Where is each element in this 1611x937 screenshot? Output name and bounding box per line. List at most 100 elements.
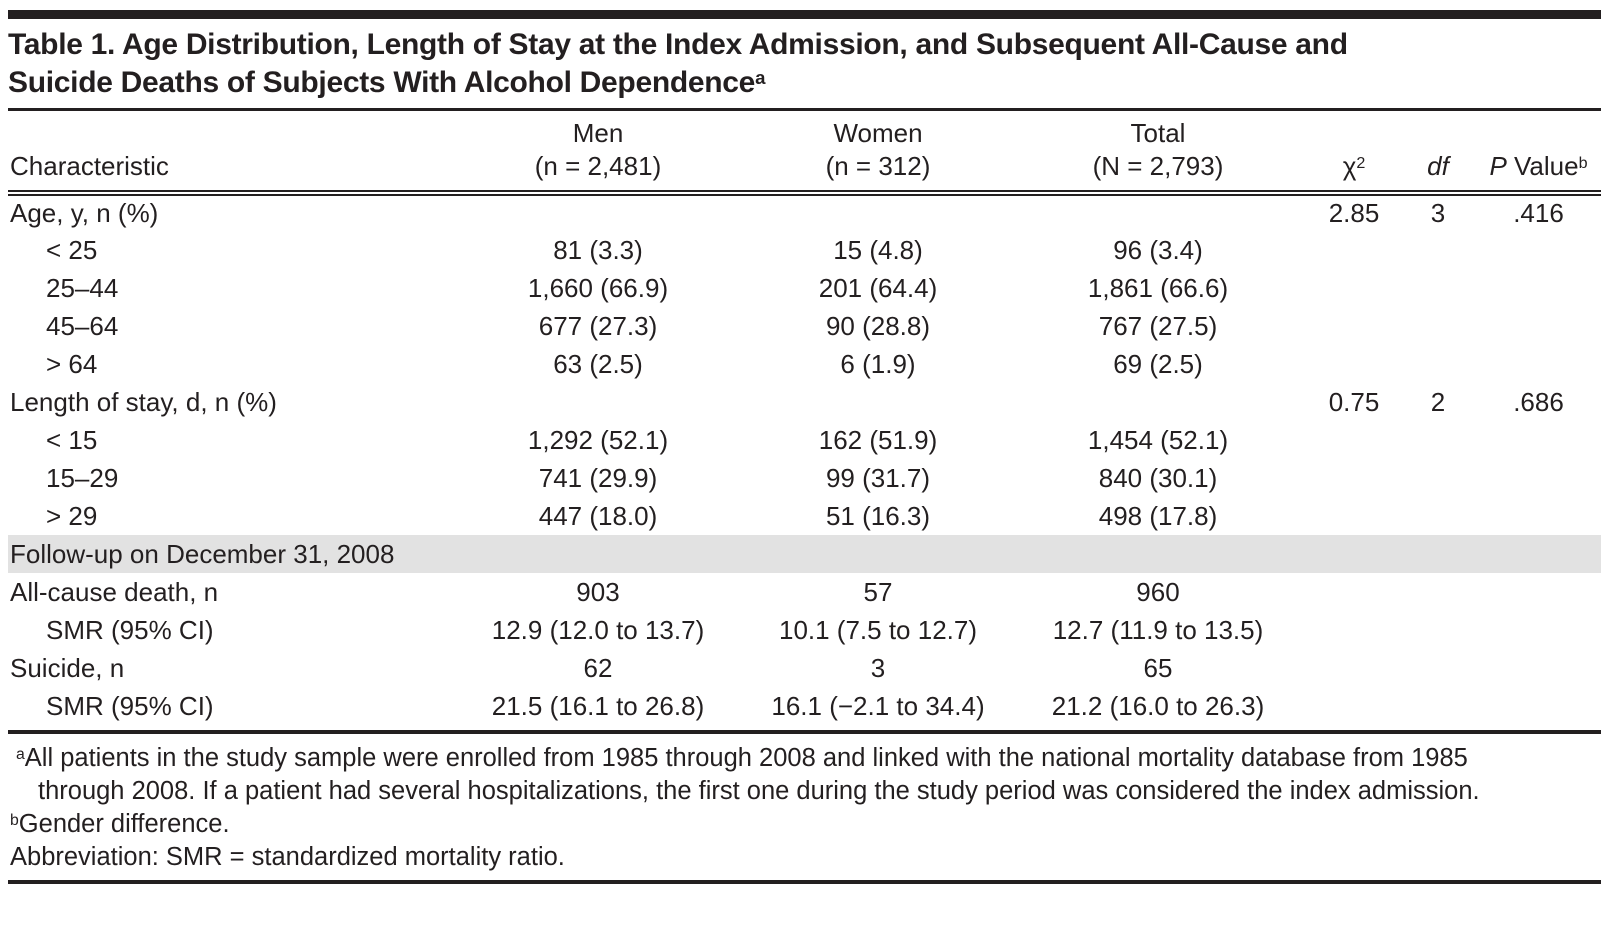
row-label: 25–44 <box>46 272 119 303</box>
row-label: > 64 <box>46 348 98 379</box>
header-sub-row: Characteristic (n = 2,481) (n = 312) (N … <box>8 151 1601 196</box>
cell-men: 1,660 (66.9) <box>527 272 669 303</box>
cell-men <box>448 193 748 231</box>
cell-men: 677 (27.3) <box>538 310 658 341</box>
chi-symbol: χ <box>1342 151 1357 181</box>
cell-total: 767 (27.5) <box>1098 310 1218 341</box>
header-spacer <box>1308 111 1400 151</box>
cell-men: 63 (2.5) <box>553 348 643 379</box>
footnotes: aAll patients in the study sample were e… <box>8 742 1601 874</box>
row-label: > 29 <box>46 500 98 531</box>
cell-chi-square <box>1308 231 1400 269</box>
table-row-length-of-stay-section: Length of stay, d, n (%) 0.75 2 .686 <box>8 383 1601 421</box>
cell-men: 62 <box>583 652 613 683</box>
footnote-b-text: Gender difference. <box>18 810 230 838</box>
footnote-b-marker: b <box>10 811 19 829</box>
cell-chi-square <box>1308 573 1400 611</box>
cell-p-value <box>1476 687 1601 725</box>
cell-men: 447 (18.0) <box>538 500 658 531</box>
table-row: 25–44 1,660 (66.9) 201 (64.4) 1,861 (66.… <box>8 269 1601 307</box>
table-title-footnote-marker: a <box>755 66 766 88</box>
p-italic: P <box>1489 151 1507 181</box>
cell-p-value <box>1476 421 1601 459</box>
column-header-p-value: P Valueb <box>1476 151 1601 196</box>
bottom-rule <box>8 880 1601 884</box>
cell-p-value <box>1476 459 1601 497</box>
cell-total: 21.2 (16.0 to 26.3) <box>1051 690 1265 721</box>
row-label: Length of stay, d, n (%) <box>10 386 277 417</box>
cell-women: 3 <box>870 652 886 683</box>
footnote-rule <box>8 730 1601 734</box>
cell-df <box>1400 649 1476 687</box>
cell-p-value <box>1476 307 1601 345</box>
row-label: All-cause death, n <box>10 576 219 607</box>
cell-total: 69 (2.5) <box>1113 348 1203 379</box>
cell-men: 741 (29.9) <box>538 462 658 493</box>
cell-total: 960 <box>1136 576 1180 607</box>
cell-df <box>1400 459 1476 497</box>
row-label: < 25 <box>46 234 98 265</box>
abbreviation-note: Abbreviation: SMR = standardized mortali… <box>10 843 565 871</box>
cell-total: 498 (17.8) <box>1098 500 1218 531</box>
cell-women <box>748 193 1008 231</box>
column-header-men-group: Men <box>572 118 624 148</box>
column-header-chi-square: χ2 <box>1308 151 1400 196</box>
cell-women <box>748 383 1008 421</box>
cell-p-value <box>1476 231 1601 269</box>
cell-women: 57 <box>863 576 893 607</box>
row-label: Suicide, n <box>10 652 125 683</box>
cell-women: 15 (4.8) <box>833 234 923 265</box>
table-row: 15–29 741 (29.9) 99 (31.7) 840 (30.1) <box>8 459 1601 497</box>
cell-df <box>1400 231 1476 269</box>
cell-total: 65 <box>1143 652 1173 683</box>
cell-chi-square <box>1308 649 1400 687</box>
chi-square-exponent: 2 <box>1356 153 1366 172</box>
cell-p-value <box>1476 649 1601 687</box>
footnote-a: aAll patients in the study sample were e… <box>8 742 1518 808</box>
cell-df <box>1400 307 1476 345</box>
cell-chi-square <box>1308 497 1400 535</box>
p-value-footnote-marker: b <box>1578 153 1588 172</box>
row-label: Age, y, n (%) <box>10 198 159 228</box>
header-spacer <box>1476 111 1601 151</box>
cell-chi-square <box>1308 421 1400 459</box>
cell-df <box>1400 573 1476 611</box>
title-rule <box>8 108 1601 111</box>
cell-df <box>1400 345 1476 383</box>
column-header-characteristic: Characteristic <box>8 151 448 196</box>
cell-p-value <box>1476 573 1601 611</box>
row-label: 15–29 <box>46 462 119 493</box>
cell-total: 12.7 (11.9 to 13.5) <box>1052 614 1264 645</box>
cell-df <box>1400 269 1476 307</box>
cell-df <box>1400 611 1476 649</box>
cell-chi-square <box>1308 307 1400 345</box>
header-spacer <box>8 111 448 151</box>
top-rule <box>8 10 1601 19</box>
table-row: > 64 63 (2.5) 6 (1.9) 69 (2.5) <box>8 345 1601 383</box>
cell-chi-square <box>1308 345 1400 383</box>
row-label: SMR (95% CI) <box>46 690 214 721</box>
p-value-rest: Value <box>1506 151 1579 181</box>
cell-women: 10.1 (7.5 to 12.7) <box>778 614 978 645</box>
cell-women: 99 (31.7) <box>825 462 931 493</box>
cell-women: 6 (1.9) <box>840 348 916 379</box>
table-row-follow-up-section: Follow-up on December 31, 2008 <box>8 535 1601 573</box>
cell-chi-square: 2.85 <box>1328 198 1380 228</box>
column-header-women-group: Women <box>833 118 923 148</box>
cell-women: 16.1 (−2.1 to 34.4) <box>771 690 985 721</box>
table-title-line2: Suicide Deaths of Subjects With Alcohol … <box>8 66 756 99</box>
row-label-follow-up: Follow-up on December 31, 2008 <box>8 535 1601 573</box>
data-table: Men Women Total Characteristic (n = 2,48… <box>8 111 1601 725</box>
cell-chi-square <box>1308 459 1400 497</box>
cell-df <box>1400 497 1476 535</box>
cell-women: 90 (28.8) <box>825 310 931 341</box>
cell-men: 903 <box>576 576 620 607</box>
table-row: > 29 447 (18.0) 51 (16.3) 498 (17.8) <box>8 497 1601 535</box>
cell-df <box>1400 421 1476 459</box>
table-row: SMR (95% CI) 21.5 (16.1 to 26.8) 16.1 (−… <box>8 687 1601 725</box>
column-header-total-group: Total <box>1130 118 1186 148</box>
table-title-line1: Table 1. Age Distribution, Length of Sta… <box>8 28 1348 61</box>
cell-total <box>1008 383 1308 421</box>
cell-chi-square <box>1308 269 1400 307</box>
